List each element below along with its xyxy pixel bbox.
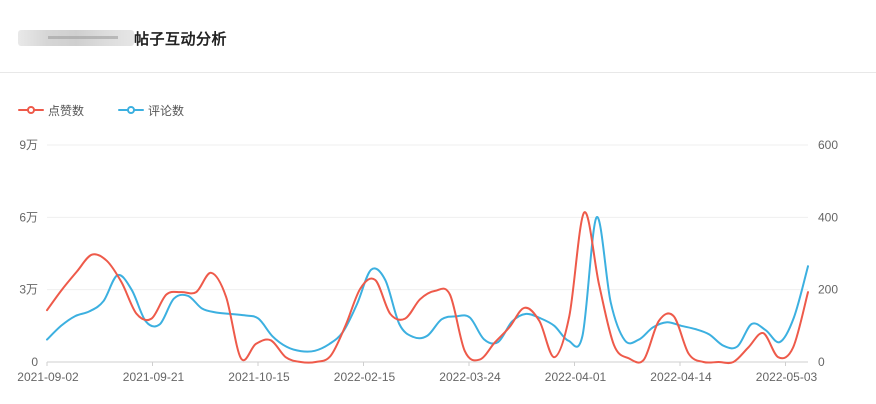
chart-legend: 点赞数 评论数 — [18, 101, 218, 119]
series-line-likes — [46, 211, 809, 365]
legend-item-likes[interactable]: 点赞数 — [18, 102, 84, 119]
x-tick-label: 2022-03-24 — [439, 370, 501, 384]
y-left-tick-label: 0 — [31, 355, 38, 369]
x-tick-label: 2022-02-15 — [334, 370, 396, 384]
x-tick-label: 2021-09-21 — [123, 370, 185, 384]
y-left-tick-label: 6万 — [19, 210, 38, 224]
legend-item-comments[interactable]: 评论数 — [118, 102, 184, 119]
x-tick-label: 2021-09-02 — [17, 370, 79, 384]
y-right-tick-label: 0 — [818, 355, 825, 369]
legend-line-marker-icon — [118, 104, 145, 116]
redacted-account-name — [18, 30, 134, 46]
y-left-tick-label: 9万 — [19, 138, 38, 152]
y-right-tick-label: 400 — [818, 210, 838, 224]
y-left-tick-label: 3万 — [19, 283, 38, 297]
series-line-comments — [46, 216, 809, 353]
legend-label-comments: 评论数 — [148, 103, 185, 118]
x-tick-label: 2022-04-01 — [545, 370, 607, 384]
legend-label-likes: 点赞数 — [48, 103, 85, 118]
y-right-tick-label: 600 — [818, 138, 838, 152]
panel-title: 帖子互动分析 — [134, 31, 228, 48]
legend-line-marker-icon — [18, 104, 44, 116]
x-tick-label: 2021-10-15 — [228, 370, 290, 384]
x-tick-label: 2022-04-14 — [650, 370, 712, 384]
panel-header: 帖子互动分析 — [0, 0, 876, 73]
x-tick-label: 2022-05-03 — [756, 370, 818, 384]
y-right-tick-label: 200 — [818, 283, 838, 297]
